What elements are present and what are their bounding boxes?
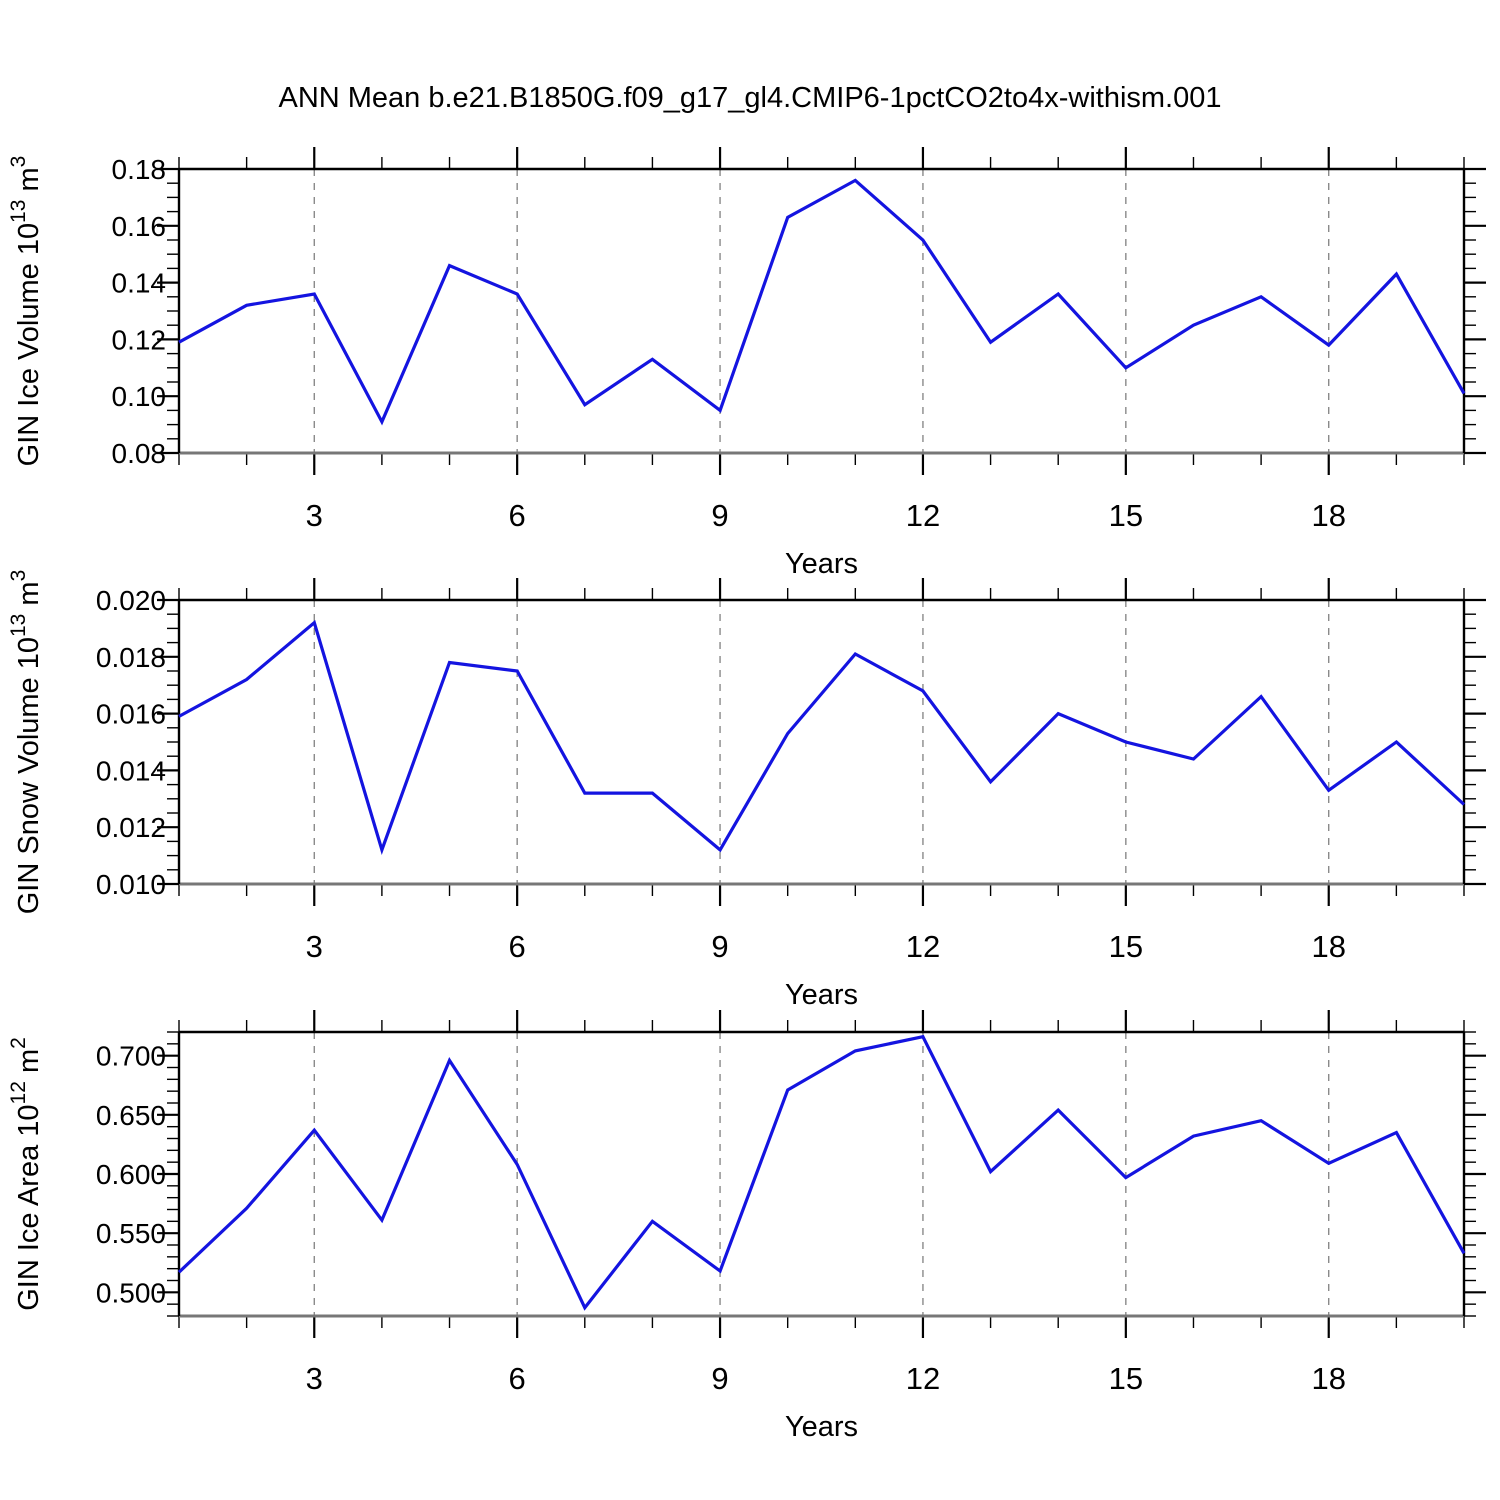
y-tick-label: 0.020 [96, 585, 166, 616]
x-tick-label: 9 [711, 1361, 728, 1396]
gin-snow-volume-chart: 0.010 0.012 0.014 0.016 0.018 0.020 3 6 9 12 15 18 Y… [7, 570, 1486, 1011]
y-tick-label: 0.014 [96, 755, 166, 786]
y-tick-label: 0.700 [96, 1041, 166, 1072]
x-tick-label: 9 [711, 929, 728, 964]
y-tick-label: 0.08 [112, 438, 167, 469]
x-tick-label: 12 [906, 1361, 940, 1396]
y-tick-label: 0.650 [96, 1100, 166, 1131]
x-tick-label: 3 [306, 1361, 323, 1396]
x-tick-label: 18 [1311, 498, 1345, 533]
y-axis-title: GIN Ice Volume 1013 m3 [7, 156, 45, 467]
plot-title: ANN Mean b.e21.B1850G.f09_g17_gl4.CMIP6-… [278, 82, 1222, 114]
x-tick-label: 15 [1109, 498, 1143, 533]
x-tick-label: 3 [306, 929, 323, 964]
y-tick-label: 0.500 [96, 1277, 166, 1308]
y-tick-label: 0.018 [96, 642, 166, 673]
data-line [177, 1034, 1466, 1311]
y-tick-label: 0.16 [112, 211, 167, 242]
y-tick-label: 0.012 [96, 812, 166, 843]
x-tick-label: 3 [306, 498, 323, 533]
snow-volume-panel: 0.010 0.012 0.014 0.016 0.018 0.020 3 6 9 12 15 18 Y… [0, 570, 1500, 1015]
data-line [178, 619, 1466, 856]
y-tick-label: 0.10 [112, 381, 167, 412]
y-tick-label: 0.18 [112, 154, 167, 185]
ice-volume-panel: 0.08 0.10 0.12 0.14 0.16 0.18 3 6 9 12 15 18 Years GI… [0, 139, 1500, 584]
x-tick-label: 15 [1109, 1361, 1143, 1396]
x-tick-label: 18 [1311, 929, 1345, 964]
x-tick-label: 12 [906, 498, 940, 533]
ice-area-panel: 0.500 0.550 0.600 0.650 0.700 3 6 9 12 15 18 Years G… [0, 1002, 1500, 1447]
y-axis-title: GIN Ice Area 1012 m2 [7, 1037, 45, 1311]
x-tick-label: 6 [509, 1361, 526, 1396]
y-tick-label: 0.016 [96, 699, 166, 730]
y-tick-label: 0.12 [112, 324, 167, 355]
y-axis-title: GIN Snow Volume 1013 m3 [7, 570, 45, 914]
x-tick-label: 9 [711, 498, 728, 533]
y-tick-label: 0.600 [96, 1159, 166, 1190]
y-tick-label: 0.550 [96, 1218, 166, 1249]
gin-ice-area-chart: 0.500 0.550 0.600 0.650 0.700 3 6 9 12 15 18 Years G… [7, 1010, 1486, 1443]
x-tick-label: 6 [509, 929, 526, 964]
x-tick-label: 15 [1109, 929, 1143, 964]
x-axis-title: Years [785, 1411, 858, 1443]
x-tick-label: 12 [906, 929, 940, 964]
y-tick-label: 0.14 [112, 268, 167, 299]
x-tick-label: 18 [1311, 1361, 1345, 1396]
x-axis-title: Years [785, 979, 858, 1011]
data-line [178, 178, 1466, 426]
x-tick-label: 6 [509, 498, 526, 533]
gin-ice-volume-chart: 0.08 0.10 0.12 0.14 0.16 0.18 3 6 9 12 15 18 Years GI… [7, 147, 1486, 580]
x-axis-title: Years [785, 548, 858, 580]
y-tick-label: 0.010 [96, 869, 166, 900]
